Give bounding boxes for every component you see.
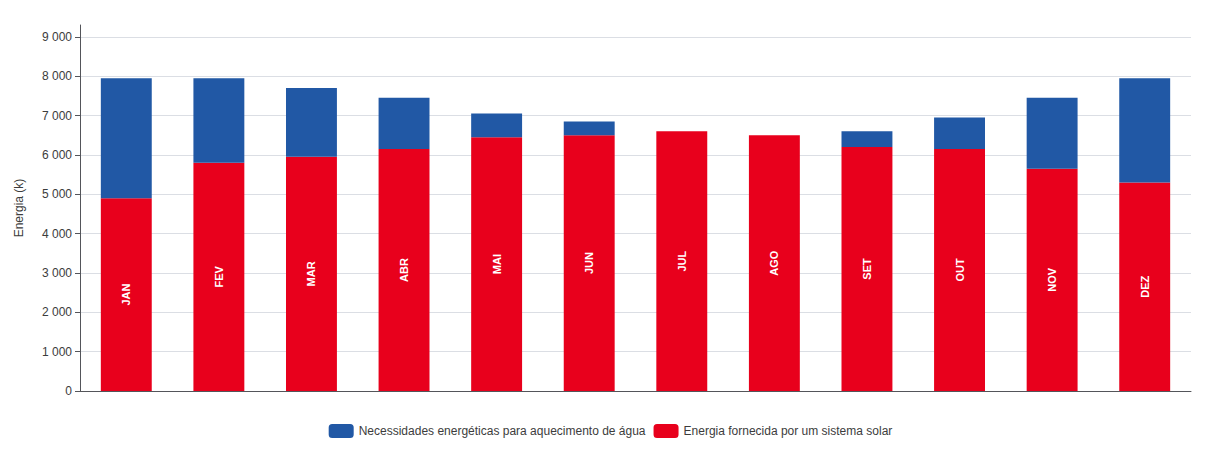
svg-text:AGO: AGO <box>768 250 780 276</box>
svg-text:MAI: MAI <box>491 254 503 274</box>
svg-text:NOV: NOV <box>1046 267 1058 292</box>
svg-text:ABR: ABR <box>398 258 410 282</box>
svg-text:Necessidades energéticas para: Necessidades energéticas para aqueciment… <box>359 424 646 438</box>
svg-text:FEV: FEV <box>213 266 225 288</box>
svg-text:6 000: 6 000 <box>42 148 72 162</box>
svg-text:MAR: MAR <box>305 261 317 286</box>
svg-text:0: 0 <box>65 384 72 398</box>
svg-text:3 000: 3 000 <box>42 266 72 280</box>
svg-text:1 000: 1 000 <box>42 345 72 359</box>
svg-text:OUT: OUT <box>954 258 966 282</box>
svg-text:JUN: JUN <box>583 252 595 274</box>
svg-text:8 000: 8 000 <box>42 69 72 83</box>
svg-text:7 000: 7 000 <box>42 109 72 123</box>
svg-text:4 000: 4 000 <box>42 227 72 241</box>
svg-text:JUL: JUL <box>676 250 688 271</box>
svg-text:9 000: 9 000 <box>42 30 72 44</box>
svg-text:Energia fornecida por um siste: Energia fornecida por um sistema solar <box>684 424 893 438</box>
svg-text:SET: SET <box>861 258 873 280</box>
svg-text:DEZ: DEZ <box>1139 275 1151 297</box>
svg-text:2 000: 2 000 <box>42 305 72 319</box>
svg-text:JAN: JAN <box>120 284 132 306</box>
svg-text:Energia (k): Energia (k) <box>12 179 26 238</box>
svg-text:5 000: 5 000 <box>42 187 72 201</box>
